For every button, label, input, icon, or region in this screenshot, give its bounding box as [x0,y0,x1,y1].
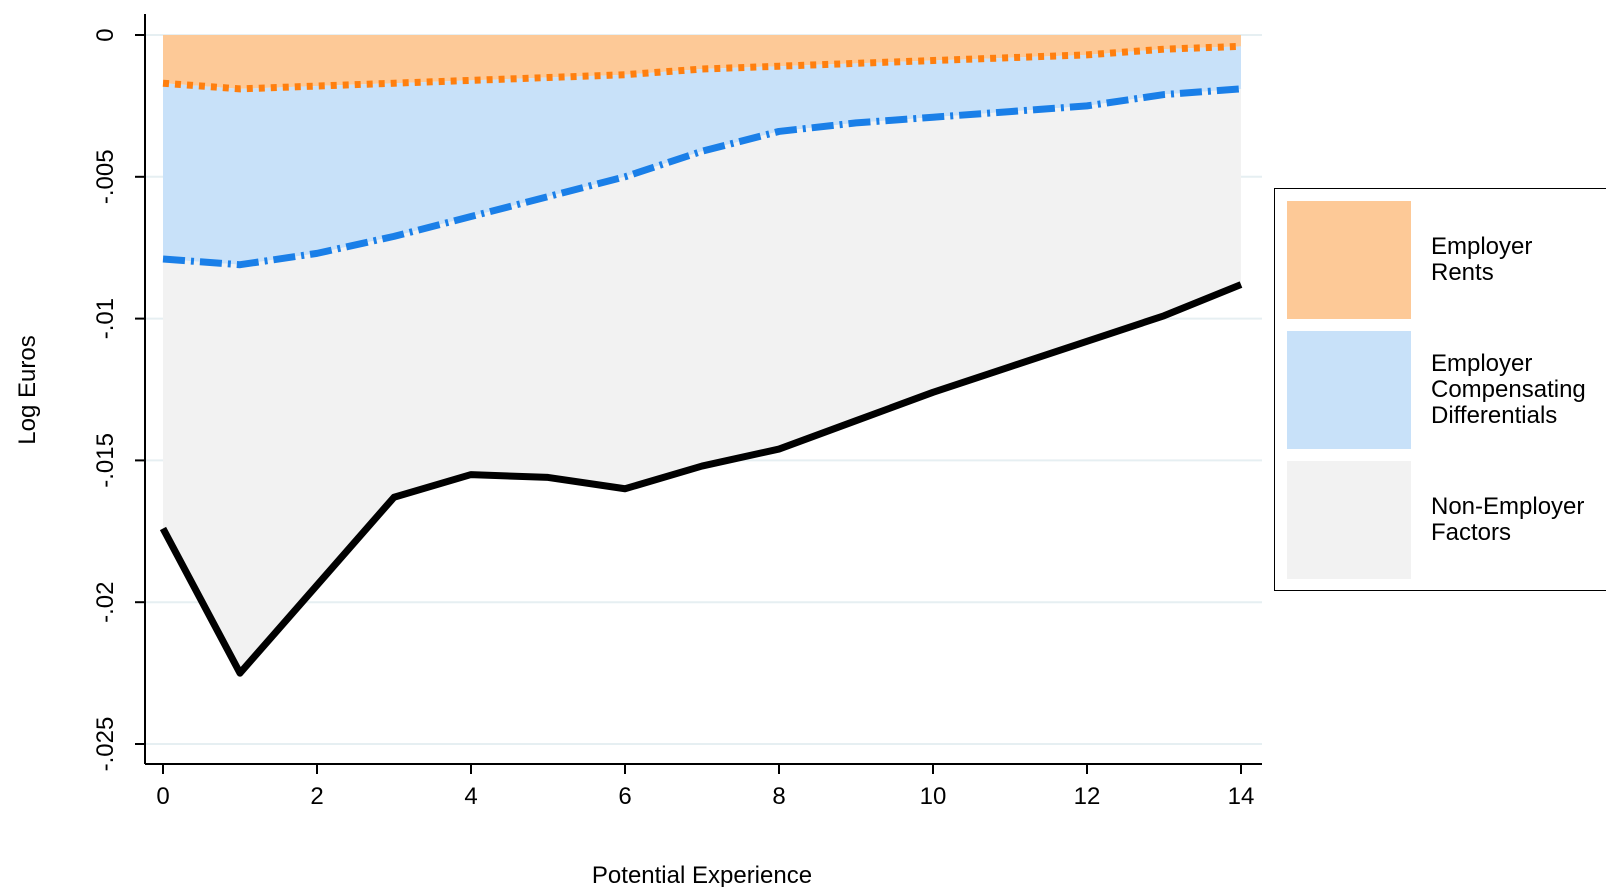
y-axis-label: Log Euros [14,335,41,444]
series-lines [159,42,1243,677]
stacked-areas [163,35,1241,674]
legend-label-non-employer-factors: Non-Employer Factors [1431,493,1585,546]
x-axis-label: Potential Experience [592,862,812,887]
legend-swatch-non-employer-factors [1287,461,1411,579]
legend-swatch-employer-rents [1287,201,1411,319]
area-band-0 [163,35,1241,89]
axes: 0 2 4 6 8 10 12 14 0 -.005 -.01 -.015 -.02 -.025 [92,14,1262,810]
x-tick-label-5: 10 [920,783,947,810]
x-tick-label-6: 12 [1074,783,1101,810]
x-tick-label-1: 2 [310,783,323,810]
series-line-1 [162,85,1242,269]
x-tick-label-2: 4 [464,783,477,810]
y-tick-label-3: -.015 [92,433,119,488]
area-band-2 [163,88,1241,674]
legend: Employer Rents Employer Compensating Dif… [1274,188,1606,591]
legend-swatch-compensating-differentials [1287,331,1411,449]
x-tick-label-4: 8 [772,783,785,810]
x-tick-label-3: 6 [618,783,631,810]
legend-item-employer-rents: Employer Rents [1287,201,1606,319]
y-tick-label-1: -.005 [92,149,119,204]
area-band-1 [163,46,1241,265]
x-tick-label-7: 14 [1228,783,1255,810]
x-tick-label-0: 0 [156,783,169,810]
legend-item-compensating-differentials: Employer Compensating Differentials [1287,331,1606,449]
legend-label-compensating-differentials: Employer Compensating Differentials [1431,350,1586,429]
y-tick-label-0: 0 [92,28,119,41]
legend-label-employer-rents: Employer Rents [1431,233,1533,286]
y-tick-label-4: -.02 [92,582,119,623]
y-tick-label-5: -.025 [92,717,119,772]
legend-item-non-employer-factors: Non-Employer Factors [1287,461,1606,579]
y-tick-label-2: -.01 [92,298,119,339]
